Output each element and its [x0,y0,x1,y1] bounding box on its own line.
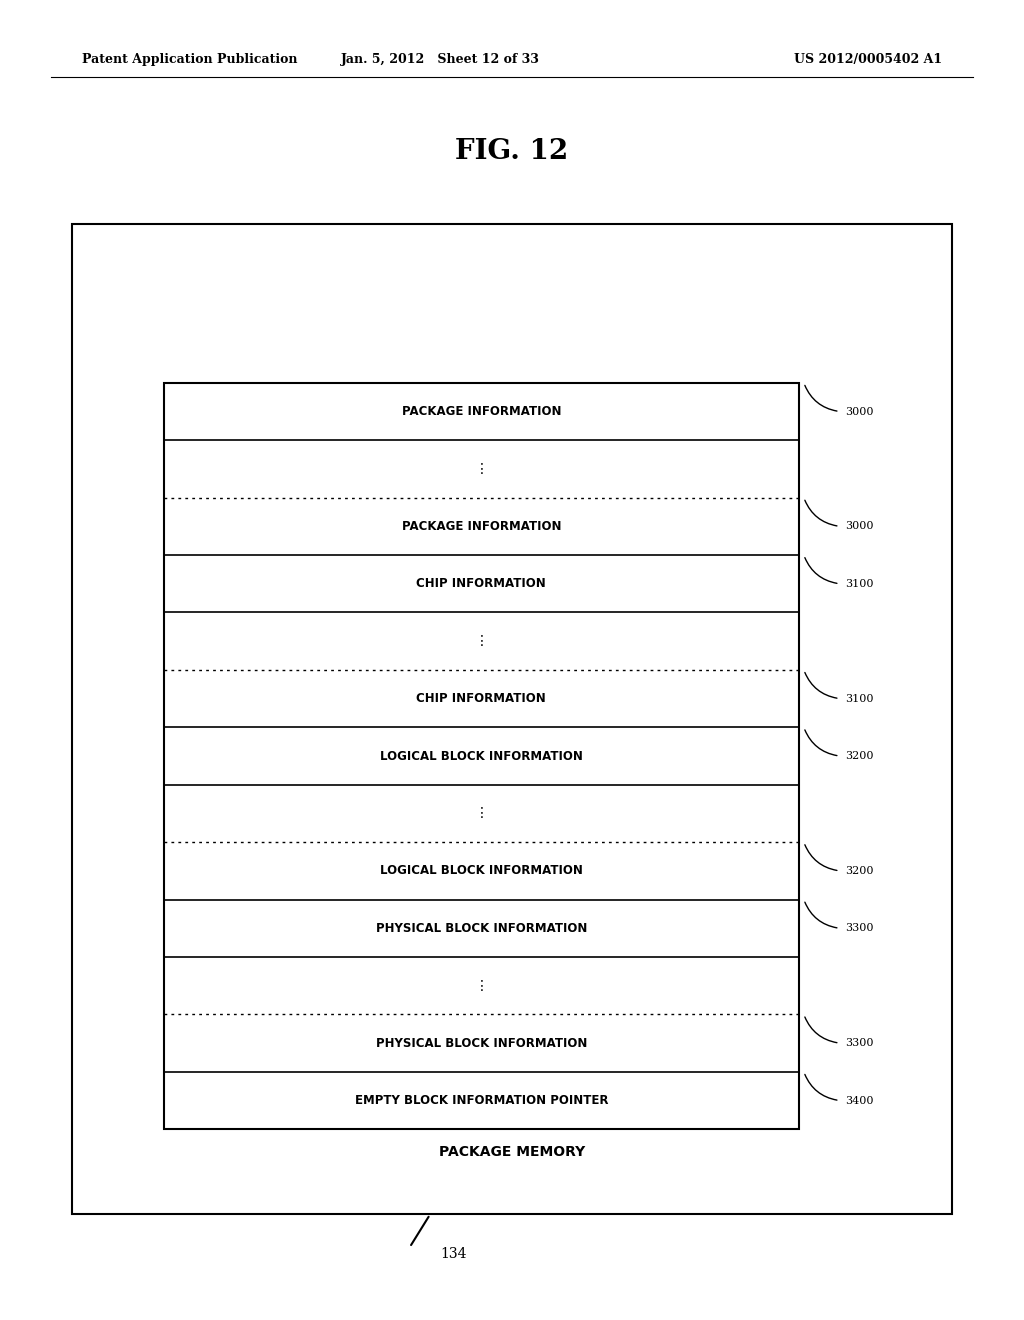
Text: 3300: 3300 [845,1038,873,1048]
Text: 3300: 3300 [845,923,873,933]
Text: 3000: 3000 [845,407,873,417]
Text: 3100: 3100 [845,693,873,704]
Text: ⋮: ⋮ [474,978,488,993]
Text: CHIP INFORMATION: CHIP INFORMATION [417,692,546,705]
Text: ⋮: ⋮ [474,634,488,648]
FancyBboxPatch shape [72,224,952,1214]
Text: LOGICAL BLOCK INFORMATION: LOGICAL BLOCK INFORMATION [380,865,583,878]
Text: 3200: 3200 [845,866,873,876]
Text: PACKAGE INFORMATION: PACKAGE INFORMATION [401,520,561,533]
Text: 3000: 3000 [845,521,873,532]
Text: 3100: 3100 [845,578,873,589]
Text: 134: 134 [440,1247,467,1261]
Text: 3400: 3400 [845,1096,873,1106]
Text: EMPTY BLOCK INFORMATION POINTER: EMPTY BLOCK INFORMATION POINTER [354,1094,608,1107]
Text: FIG. 12: FIG. 12 [456,139,568,165]
Text: 3200: 3200 [845,751,873,762]
Text: LOGICAL BLOCK INFORMATION: LOGICAL BLOCK INFORMATION [380,750,583,763]
Text: PACKAGE MEMORY: PACKAGE MEMORY [439,1144,585,1159]
Text: US 2012/0005402 A1: US 2012/0005402 A1 [794,53,942,66]
Text: PACKAGE INFORMATION: PACKAGE INFORMATION [401,405,561,418]
Text: Jan. 5, 2012   Sheet 12 of 33: Jan. 5, 2012 Sheet 12 of 33 [341,53,540,66]
FancyBboxPatch shape [164,383,799,1129]
Text: PHYSICAL BLOCK INFORMATION: PHYSICAL BLOCK INFORMATION [376,1036,587,1049]
Text: Patent Application Publication: Patent Application Publication [82,53,297,66]
Text: PHYSICAL BLOCK INFORMATION: PHYSICAL BLOCK INFORMATION [376,921,587,935]
Text: ⋮: ⋮ [474,462,488,477]
Text: CHIP INFORMATION: CHIP INFORMATION [417,577,546,590]
Text: ⋮: ⋮ [474,807,488,821]
